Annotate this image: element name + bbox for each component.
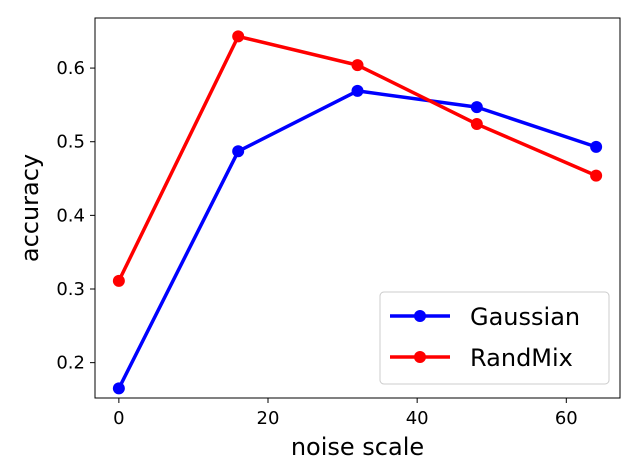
legend-marker-gaussian	[414, 310, 426, 322]
y-tick-label: 0.6	[56, 58, 85, 79]
data-point-randmix	[112, 274, 125, 287]
legend-entry-gaussian: Gaussian	[390, 303, 580, 331]
data-point-randmix	[590, 169, 603, 182]
legend-label-randmix: RandMix	[470, 344, 573, 372]
x-axis-ticks: 0 20 40 60	[113, 398, 578, 429]
legend-entry-randmix: RandMix	[390, 344, 573, 372]
data-point-gaussian	[351, 84, 364, 97]
x-tick-label: 40	[406, 408, 429, 429]
x-axis-label: noise scale	[291, 433, 424, 461]
legend: Gaussian RandMix	[379, 291, 610, 385]
plot-frame	[94, 17, 621, 399]
data-point-gaussian	[590, 140, 603, 153]
x-tick-label: 20	[257, 408, 280, 429]
y-tick-label: 0.2	[56, 353, 85, 374]
data-point-gaussian	[232, 145, 245, 158]
legend-label-gaussian: Gaussian	[470, 303, 580, 331]
data-point-randmix	[351, 59, 364, 72]
y-tick-label: 0.3	[56, 279, 85, 300]
data-point-gaussian	[470, 101, 483, 114]
y-tick-label: 0.4	[56, 205, 85, 226]
y-axis-ticks: 0.2 0.3 0.4 0.5 0.6	[56, 58, 95, 374]
legend-marker-randmix	[414, 351, 426, 363]
series-gaussian	[112, 84, 603, 395]
y-axis-label: accuracy	[16, 154, 44, 262]
x-tick-label: 60	[555, 408, 578, 429]
x-tick-label: 0	[113, 408, 124, 429]
data-point-gaussian	[112, 382, 125, 395]
y-tick-label: 0.5	[56, 132, 85, 153]
data-point-randmix	[232, 30, 245, 43]
series-randmix	[112, 30, 603, 287]
data-point-randmix	[470, 118, 483, 131]
plot-lines	[112, 30, 603, 395]
